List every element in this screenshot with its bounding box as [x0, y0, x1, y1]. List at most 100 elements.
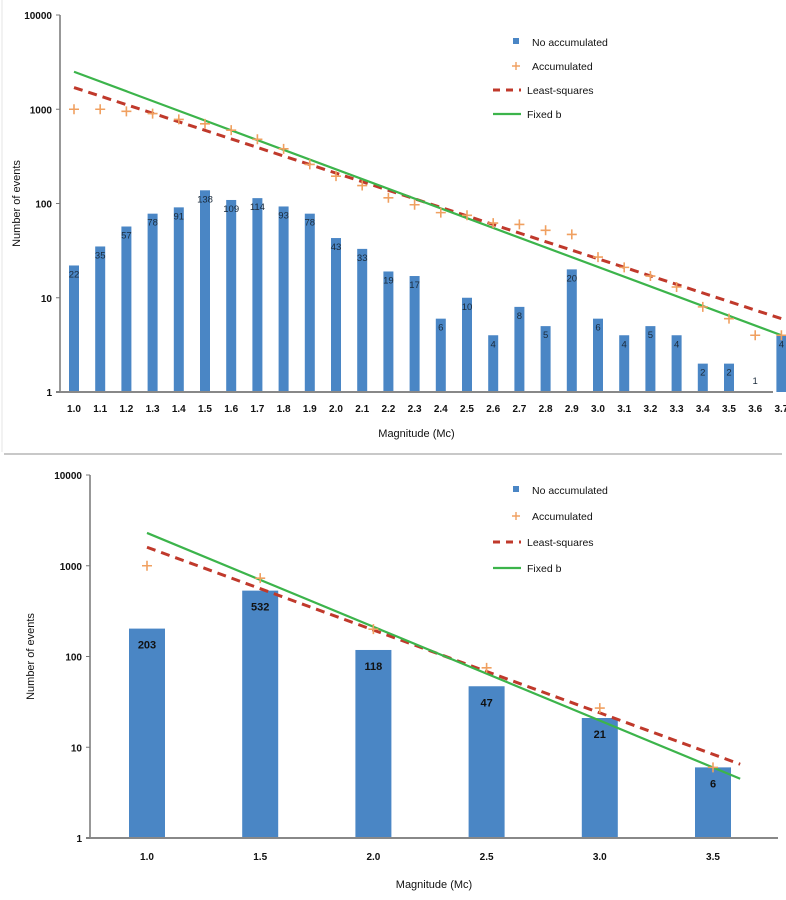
accumulated-point — [645, 271, 656, 282]
bar-data-label: 203 — [138, 640, 156, 652]
bar — [383, 271, 394, 392]
bar — [242, 590, 279, 838]
legend: No accumulated Accumulated Least-squares Fi… — [493, 485, 608, 575]
x-tick-label: 3.4 — [696, 404, 710, 415]
accumulated-point — [226, 125, 237, 136]
bar — [409, 276, 420, 392]
x-tick-label: 2.9 — [565, 404, 579, 415]
accumulated-point — [173, 114, 184, 125]
x-tick-label: 2.3 — [408, 404, 422, 415]
accumulated-point — [750, 330, 761, 341]
bar — [566, 269, 577, 392]
bar — [671, 335, 682, 392]
bar — [129, 628, 165, 838]
legend-label: No accumulated — [532, 485, 608, 497]
x-tick-label: 1.6 — [224, 404, 238, 415]
fixed-b-line — [146, 531, 741, 780]
bar — [697, 363, 708, 392]
y-tick-label: 1 — [46, 388, 52, 399]
bottom-chart: 203 532 118 47 21 6 1 10 100 1000 10000 1.0 1.5 2.0 2.… — [25, 471, 778, 891]
accumulated-point — [776, 330, 786, 341]
bar — [355, 649, 392, 838]
accumulated-point — [593, 252, 603, 263]
y-axis-title: Number of events — [25, 613, 37, 700]
y-tick-label: 1000 — [60, 562, 83, 573]
bar-data-label: 6 — [595, 323, 600, 334]
x-tick-label: 1.7 — [250, 404, 264, 415]
fixed-b-line — [73, 70, 782, 337]
bar-data-label: 21 — [594, 729, 606, 741]
bar — [619, 335, 630, 392]
y-tick-label: 10000 — [24, 11, 52, 22]
bar-data-label: 8 — [517, 311, 522, 322]
x-tick-label: 2.6 — [486, 404, 500, 415]
x-tick-label: 2.5 — [460, 404, 474, 415]
x-tick-label: 1.0 — [140, 852, 154, 863]
x-tick-label: 2.2 — [381, 404, 395, 415]
accumulated-point — [488, 218, 499, 229]
bar — [540, 326, 551, 392]
y-tick-label: 100 — [65, 653, 82, 664]
bar-data-label: 91 — [174, 211, 185, 222]
legend-label: Least-squares — [527, 537, 594, 549]
x-tick-label: 3.7 — [774, 404, 786, 415]
bar-data-label: 57 — [121, 231, 132, 242]
bar — [95, 246, 106, 392]
x-tick-label: 1.5 — [198, 404, 212, 415]
bar — [462, 297, 472, 392]
x-tick-label: 1.0 — [67, 404, 81, 415]
bar — [226, 199, 237, 392]
bar-data-label: 1 — [753, 376, 758, 387]
bar — [581, 718, 618, 838]
bar-data-label: 20 — [567, 273, 578, 284]
bar-data-label: 43 — [331, 242, 342, 253]
accumulated-point — [383, 192, 394, 203]
bar — [147, 213, 158, 392]
bar-data-label: 78 — [147, 218, 158, 229]
legend: No accumulated Accumulated Least-squares Fi… — [493, 37, 608, 121]
accumulated-point — [147, 108, 158, 119]
accumulated-point — [724, 313, 734, 324]
accumulated-point — [566, 229, 577, 240]
bar-data-label: 10 — [462, 302, 473, 313]
accumulated-point — [594, 703, 605, 714]
bar — [304, 213, 315, 392]
x-tick-label: 1.3 — [146, 404, 160, 415]
x-tick-label: 1.2 — [119, 404, 133, 415]
x-tick-label: 2.0 — [329, 404, 343, 415]
bar — [695, 767, 731, 838]
accumulated-point — [368, 624, 379, 635]
bar — [645, 326, 656, 392]
bar-data-label: 532 — [251, 602, 269, 614]
accumulated-point — [142, 560, 152, 571]
bar-data-label: 2 — [700, 368, 705, 379]
bar — [488, 335, 499, 392]
x-tick-label: 1.8 — [277, 404, 291, 415]
accumulated-point — [357, 180, 368, 191]
legend-label: No accumulated — [532, 37, 608, 49]
bar-data-label: 4 — [674, 339, 679, 350]
accumulated-point — [514, 219, 525, 230]
least-squares-line — [73, 86, 782, 321]
x-tick-label: 3.3 — [670, 404, 684, 415]
x-axis-title: Magnitude (Mc) — [396, 879, 472, 891]
bar-data-label: 19 — [383, 275, 394, 286]
accumulated-point — [95, 104, 106, 115]
accumulated-point — [255, 573, 266, 584]
legend-label: Fixed b — [527, 563, 562, 575]
legend-swatch-plus — [512, 512, 520, 520]
bar-data-label: 4 — [779, 339, 784, 350]
accumulated-point — [671, 282, 682, 293]
x-tick-label: 3.0 — [593, 852, 607, 863]
accumulated-point — [619, 262, 630, 273]
x-tick-label: 3.6 — [748, 404, 762, 415]
accumulated-point — [69, 104, 79, 115]
y-tick-label: 10000 — [54, 471, 82, 482]
bar-data-label: 5 — [543, 330, 548, 341]
x-tick-label: 1.1 — [93, 404, 107, 415]
x-tick-label: 2.1 — [355, 404, 369, 415]
bar-data-label: 4 — [491, 339, 496, 350]
bar-data-label: 6 — [438, 323, 443, 334]
accumulated-point — [481, 662, 492, 673]
bar-data-label: 138 — [197, 194, 213, 205]
